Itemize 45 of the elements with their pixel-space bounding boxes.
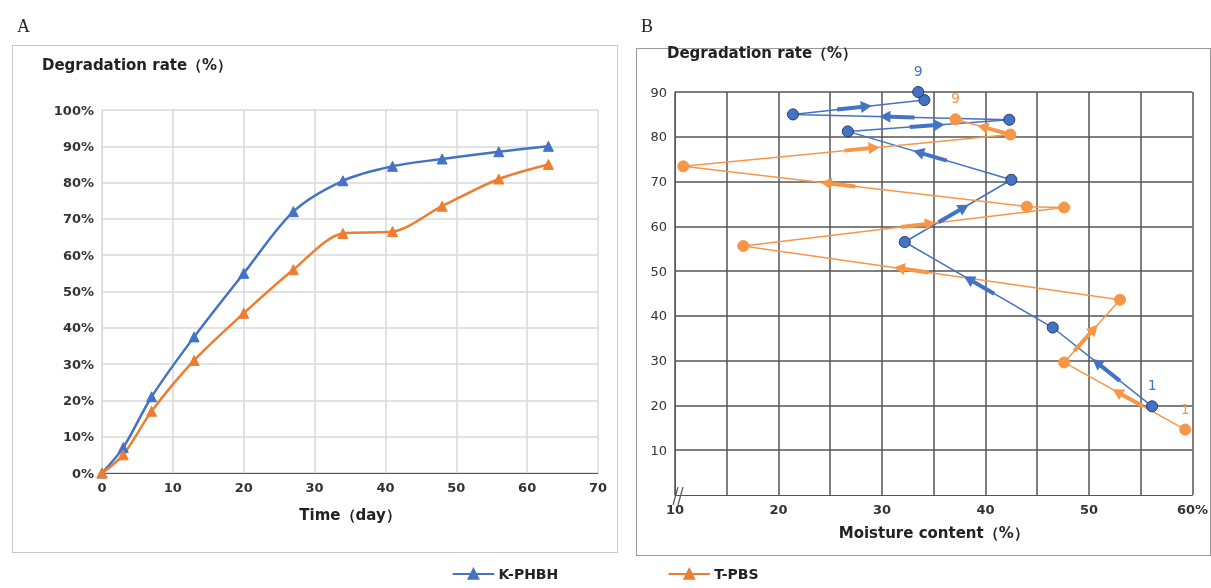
y-tick-label: 30 <box>650 353 667 369</box>
x-tick-label: 20 <box>769 502 788 517</box>
legend-label: T-PBS <box>714 566 759 582</box>
x-tick-label: 60% <box>1176 502 1208 517</box>
annotation: 9 <box>913 63 923 79</box>
x-tick-label: 60 <box>518 480 537 495</box>
y-tick-label: 90% <box>62 138 94 154</box>
y-tick-label: 100% <box>53 102 94 118</box>
annotation: 1 <box>1147 377 1157 394</box>
y-tick-label: 90 <box>650 84 667 100</box>
chart-title: A <box>17 16 30 36</box>
y-tick-label: 70 <box>650 174 667 190</box>
annotation: 9 <box>950 90 960 107</box>
y-tick-label: 40% <box>62 320 94 336</box>
y-tick-label: 80% <box>62 175 94 191</box>
legend-label: K-PHBH <box>498 566 559 582</box>
x-axis-title: Moisture content（%） <box>838 523 1029 542</box>
x-axis-title: Time（day） <box>299 505 401 524</box>
y-tick-label: 40 <box>650 308 667 324</box>
y-tick-label: 20% <box>62 392 94 408</box>
x-tick-label: 50 <box>1079 502 1098 517</box>
x-tick-label: 40 <box>376 480 395 495</box>
y-tick-label: 80 <box>650 129 667 145</box>
y-tick-label: 60% <box>62 247 94 263</box>
x-tick-label: 10 <box>163 480 182 495</box>
chart-title: B <box>641 16 654 36</box>
y-tick-label: 10% <box>62 429 94 445</box>
y-tick-label: 60 <box>650 218 667 234</box>
y-axis-title: Degradation rate（%） <box>667 43 858 62</box>
y-tick-label: 10 <box>650 442 667 458</box>
x-tick-label: 10 <box>665 502 685 517</box>
x-tick-label: 30 <box>872 502 892 517</box>
y-tick-label: 70% <box>62 211 94 227</box>
x-tick-label: 70 <box>588 480 608 495</box>
x-tick-label: 40 <box>976 502 995 517</box>
y-tick-label: 20 <box>650 397 667 413</box>
y-tick-label: 0% <box>71 465 94 481</box>
y-axis-title: Degradation rate（%） <box>42 55 233 74</box>
y-tick-label: 50% <box>62 284 94 299</box>
x-tick-label: 0 <box>97 480 107 495</box>
x-tick-label: 50 <box>447 480 466 495</box>
x-tick-label: 20 <box>234 480 253 495</box>
y-tick-label: 30% <box>62 356 94 372</box>
x-tick-label: 30 <box>305 480 324 495</box>
y-tick-label: 50 <box>650 263 667 279</box>
